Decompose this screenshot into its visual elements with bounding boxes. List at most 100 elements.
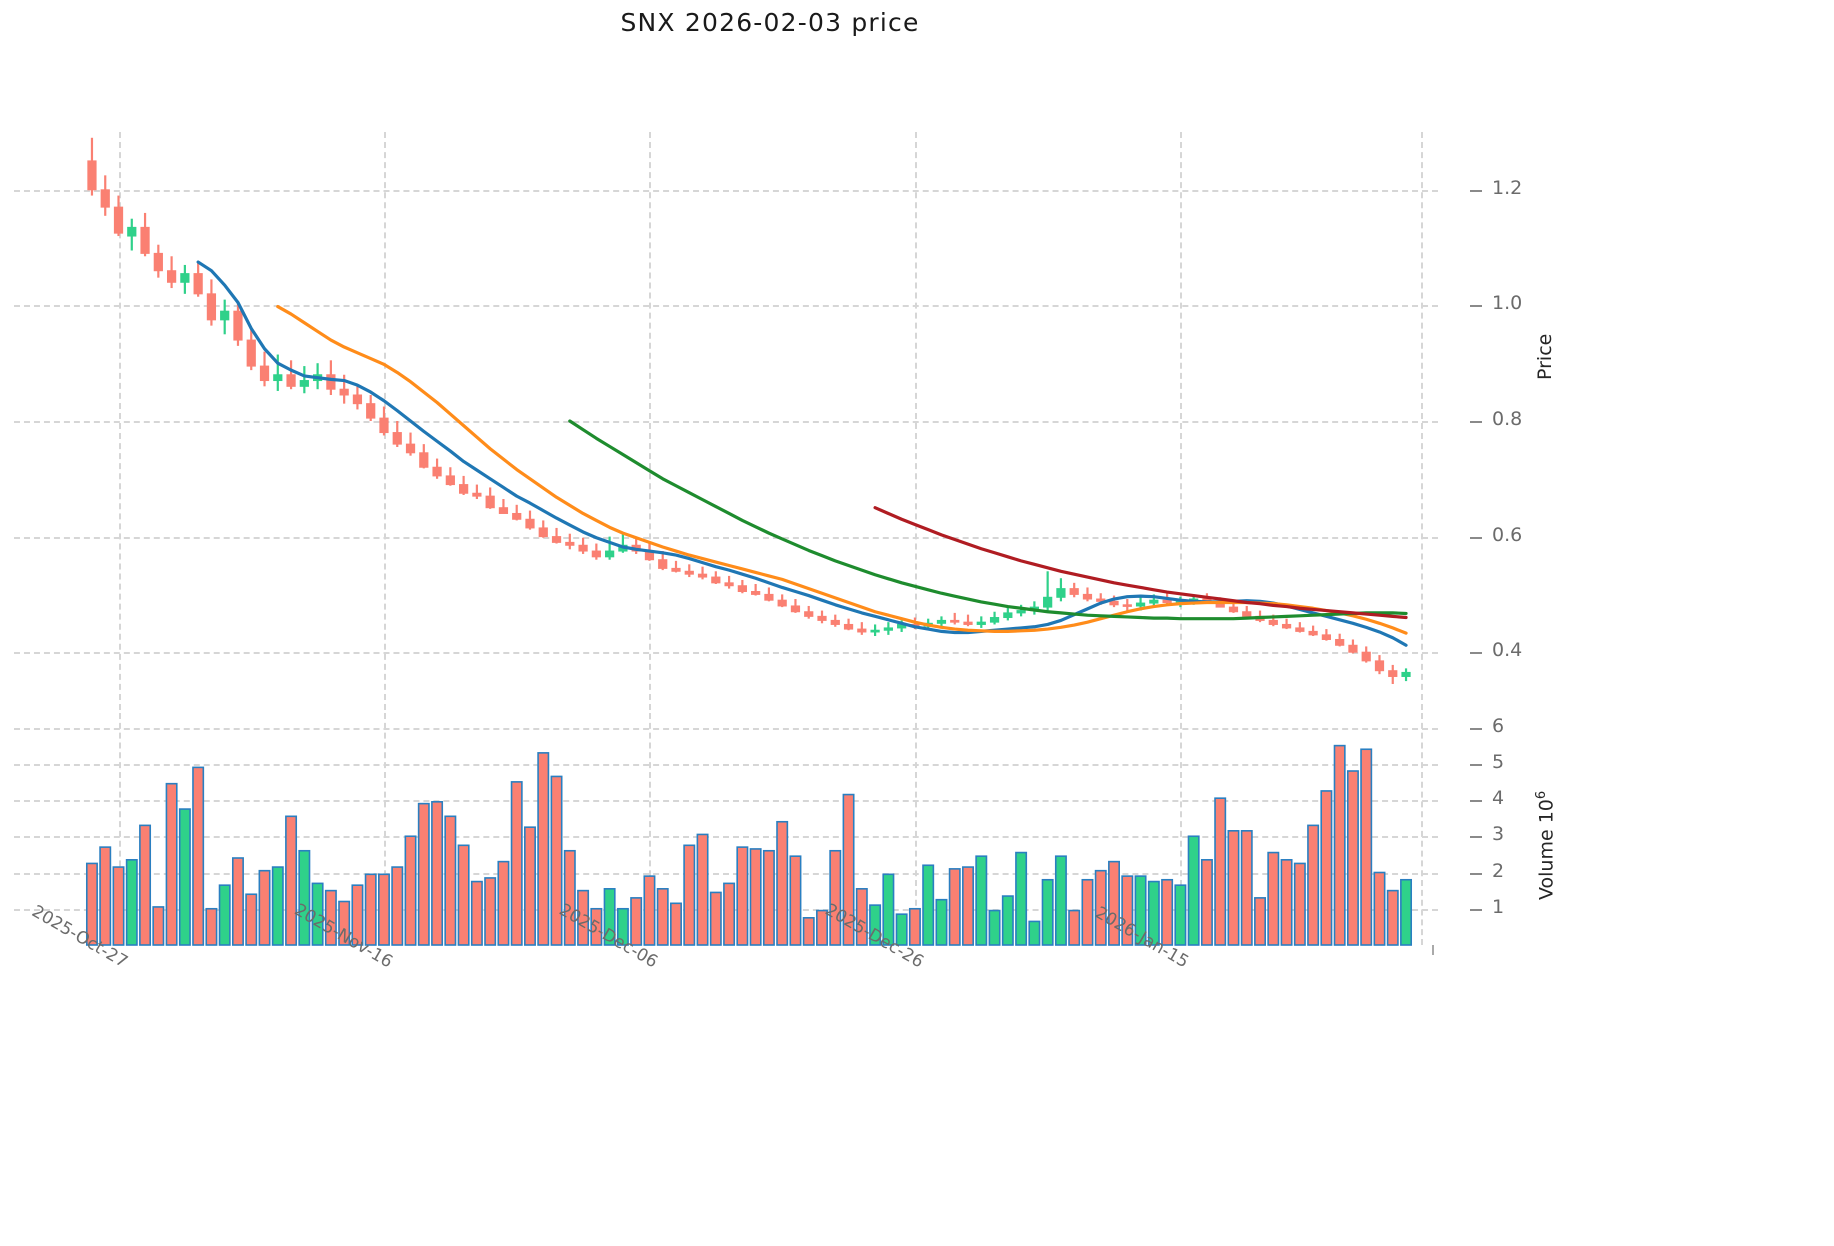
price-tick-mark (1470, 652, 1482, 655)
volume-bar (895, 913, 908, 946)
candle (485, 487, 495, 509)
volume-bar (1081, 878, 1094, 946)
volume-axis-exponent: 6 (1534, 790, 1549, 800)
candle-body (1295, 627, 1305, 632)
volume-tick: 6 (1492, 714, 1505, 737)
volume-tick-mark (1470, 872, 1482, 875)
candle-body (87, 160, 97, 191)
candle-body (299, 380, 309, 387)
volume-bar (922, 864, 935, 946)
candle-body (697, 573, 708, 578)
candle-body (1149, 599, 1159, 604)
candle-body (1281, 623, 1292, 629)
candle (804, 605, 814, 619)
candle (843, 618, 854, 631)
candle (1308, 625, 1318, 637)
price-tick: 1.0 (1492, 292, 1523, 315)
volume-bar (1187, 835, 1200, 946)
volume-bar (218, 884, 231, 946)
volume-bar (670, 902, 682, 946)
volume-bar (1307, 824, 1320, 946)
candle (711, 571, 721, 584)
candle-body (166, 270, 177, 283)
volume-bar (1174, 884, 1187, 946)
candle (551, 527, 562, 544)
volume-axis-label: Volume 106 (1534, 791, 1557, 900)
volume-bar (1254, 897, 1267, 946)
candle-body (1374, 660, 1385, 672)
candle-body (658, 559, 668, 569)
volume-bar (709, 891, 722, 946)
candle-body (339, 388, 349, 396)
candle-body (233, 310, 243, 341)
volume-bar (869, 904, 882, 946)
candle (1056, 578, 1066, 602)
candle (273, 354, 283, 391)
candle (352, 386, 363, 410)
candle-body (1016, 610, 1026, 614)
candle (113, 195, 124, 237)
candle (538, 520, 548, 538)
candle (777, 594, 787, 608)
candle-body (472, 492, 482, 497)
candle-body (379, 417, 389, 434)
candle (870, 624, 880, 637)
candle (419, 444, 429, 469)
volume-bar (935, 898, 948, 946)
candle-body (459, 484, 469, 494)
volume-tick: 4 (1492, 787, 1505, 809)
volume-bar (1293, 862, 1306, 946)
candle-body (976, 621, 986, 625)
volume-bar (112, 866, 125, 946)
candle-body (950, 619, 960, 623)
volume-bar (948, 868, 961, 946)
candle (127, 218, 137, 251)
volume-bar (192, 766, 205, 946)
volume-bar (723, 882, 736, 946)
price-panel (14, 132, 1438, 710)
volume-bar (789, 855, 802, 946)
candle-body (817, 615, 827, 621)
volume-tick-mark (1470, 836, 1482, 839)
chart-title: SNX 2026-02-03 price (620, 8, 920, 37)
volume-bar (842, 793, 855, 946)
candle (180, 264, 190, 294)
candle (565, 533, 575, 550)
volume-bar (590, 907, 603, 946)
volume-bar (1214, 797, 1227, 946)
candle-body (711, 576, 721, 584)
candle-body (1056, 588, 1066, 598)
price-tick: 0.6 (1492, 523, 1523, 546)
volume-bar (1373, 871, 1386, 946)
volume-bar (736, 846, 749, 946)
candle-body (538, 527, 548, 538)
candle (1069, 582, 1079, 598)
volume-bar (271, 866, 284, 946)
candle (1335, 633, 1345, 647)
candle-body (140, 226, 150, 254)
volume-bar (1400, 878, 1413, 946)
candle-body (790, 605, 801, 613)
candle (498, 499, 509, 514)
candle (790, 599, 801, 613)
volume-bar (683, 844, 696, 946)
candle (512, 504, 522, 521)
candle (405, 432, 416, 456)
candle (326, 360, 336, 395)
candle-body (273, 374, 283, 382)
volume-bar (749, 848, 762, 946)
candle-body (326, 374, 336, 390)
volume-bar (364, 873, 377, 946)
candle (286, 360, 296, 390)
volume-bar (1054, 855, 1067, 946)
volume-bar (324, 889, 337, 946)
volume-bar (603, 888, 616, 946)
candle-body (432, 466, 442, 477)
candle-body (777, 599, 787, 607)
volume-tick: 1 (1492, 895, 1505, 918)
volume-bar (125, 859, 138, 946)
candle-body (286, 374, 296, 387)
volume-tick-mark (1470, 727, 1482, 730)
candle-body (445, 475, 455, 486)
candle-body (498, 507, 509, 514)
